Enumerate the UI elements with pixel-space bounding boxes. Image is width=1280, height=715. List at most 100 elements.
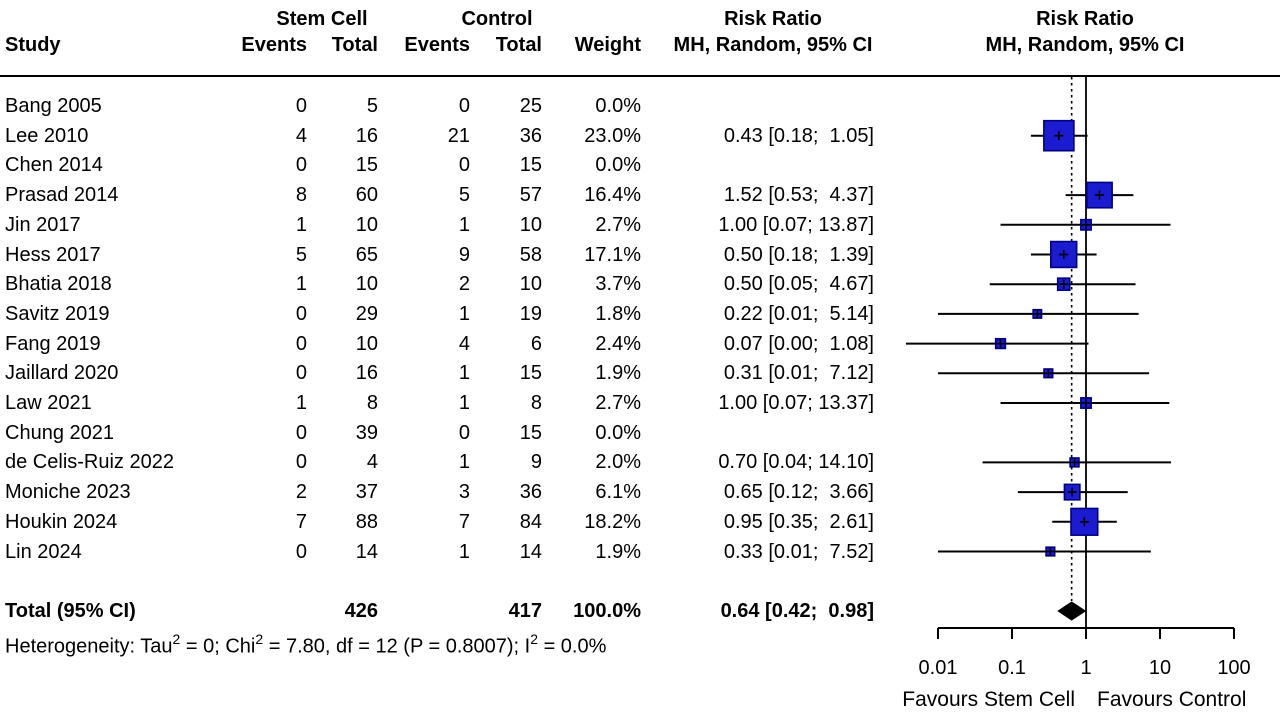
rr-column-header-line1: Risk Ratio [724, 8, 822, 30]
control-events: 3 [458, 481, 470, 504]
study-row: Savitz 2019 0 29 1 19 1.8% 0.22 [0.01; 5.14] [0, 299, 900, 329]
control-total: 10 [519, 273, 542, 296]
study-name: Moniche 2023 [5, 481, 131, 504]
weight-value: 2.0% [595, 451, 641, 474]
study-name: Law 2021 [5, 392, 92, 414]
weight-value: 0.0% [595, 154, 641, 177]
rr-ci-text: 0.95 [0.35; 2.61] [723, 510, 874, 533]
study-name: Fang 2019 [5, 332, 101, 355]
study-name: Bang 2005 [5, 95, 102, 117]
weight-value: 1.8% [595, 302, 641, 325]
control-total: 36 [519, 124, 542, 147]
stem-cell-events: 1 [295, 213, 307, 236]
stem-cell-total: 60 [355, 184, 378, 207]
total2-column-header: Total [495, 34, 542, 56]
weight-square [1069, 457, 1080, 468]
weight-value: 6.1% [595, 481, 641, 504]
weight-square [1049, 240, 1078, 269]
weight-value: 2.4% [595, 332, 641, 355]
control-events: 1 [458, 392, 470, 414]
superscript: 2 [172, 631, 181, 647]
weight-square [994, 337, 1007, 350]
study-row: Jaillard 2020 0 16 1 15 1.9% 0.31 [0.01; 7.12] [0, 358, 900, 388]
control-events: 1 [458, 362, 470, 385]
stem-cell-events: 0 [295, 332, 307, 355]
weight-square [1056, 277, 1071, 292]
control-total: 15 [519, 421, 542, 444]
rr-plot-header-line1: Risk Ratio [1036, 8, 1134, 30]
superscript: 2 [255, 631, 264, 647]
axis-tick-label: 10 [1148, 657, 1172, 679]
study-row: Chen 2014 0 15 0 15 0.0% [0, 150, 900, 180]
stem-cell-total: 15 [355, 154, 378, 177]
weight-value: 0.0% [595, 421, 641, 444]
rr-plot-header-line2: MH, Random, 95% CI [985, 34, 1185, 56]
study-column-header: Study [5, 34, 61, 56]
study-row: Law 2021 1 8 1 8 2.7% 1.00 [0.07; 13.37] [0, 388, 900, 418]
rr-ci-text: 1.00 [0.07; 13.37] [718, 392, 874, 414]
stem-cell-total: 29 [355, 302, 378, 325]
stem-cell-total: 16 [355, 362, 378, 385]
axis-tick-label: 100 [1217, 657, 1251, 679]
control-total: 84 [519, 510, 542, 533]
study-name: Prasad 2014 [5, 184, 119, 207]
weight-value: 2.7% [595, 392, 641, 414]
control-total: 10 [519, 213, 542, 236]
weight-square [1080, 218, 1092, 231]
weight-value: 23.0% [584, 124, 641, 147]
events1-column-header: Events [241, 34, 307, 56]
study-row: Jin 2017 1 10 1 10 2.7% 1.00 [0.07; 13.87] [0, 210, 900, 240]
total-n-stem-cell: 426 [344, 600, 378, 622]
rr-ci-text: 0.22 [0.01; 5.14] [723, 302, 874, 325]
control-events: 9 [458, 243, 470, 266]
control-total: 15 [519, 362, 542, 385]
study-name: Chen 2014 [5, 154, 103, 177]
stem-cell-total: 14 [355, 540, 378, 563]
rr-ci-text: 0.07 [0.00; 1.08] [723, 332, 874, 355]
group-header-stem-cell: Stem Cell [276, 8, 368, 30]
rr-ci-text: 0.33 [0.01; 7.52] [723, 540, 874, 563]
weight-value: 0.0% [595, 95, 641, 117]
stem-cell-total: 8 [366, 392, 378, 414]
total-rr-ci: 0.64 [0.42; 0.98] [720, 600, 874, 622]
control-total: 9 [530, 451, 542, 474]
favours-right-label: Favours Control [1097, 688, 1247, 711]
axis-tick-label: 1 [1080, 657, 1092, 679]
pooled-diamond [1057, 601, 1087, 621]
study-row: Lin 2024 0 14 1 14 1.9% 0.33 [0.01; 7.52] [0, 537, 900, 567]
study-row: Chung 2021 0 39 0 15 0.0% [0, 418, 900, 448]
stem-cell-events: 4 [295, 124, 307, 147]
study-row: Houkin 2024 7 88 7 84 18.2% 0.95 [0.35; 2.61] [0, 507, 900, 537]
stem-cell-events: 8 [295, 184, 307, 207]
favours-left-label: Favours Stem Cell [902, 688, 1075, 711]
rr-ci-text: 0.43 [0.18; 1.05] [723, 124, 874, 147]
rr-ci-text: 1.00 [0.07; 13.87] [718, 213, 874, 236]
control-total: 6 [530, 332, 542, 355]
control-events: 4 [458, 332, 470, 355]
study-name: Bhatia 2018 [5, 273, 112, 296]
control-total: 14 [519, 540, 542, 563]
control-total: 36 [519, 481, 542, 504]
stem-cell-total: 37 [355, 481, 378, 504]
control-total: 57 [519, 184, 542, 207]
control-events: 2 [458, 273, 470, 296]
stem-cell-total: 4 [366, 451, 378, 474]
total-weight: 100.0% [573, 600, 641, 622]
axis-tick-label: 0.1 [998, 657, 1026, 679]
weight-square [1085, 181, 1113, 209]
stem-cell-total: 16 [355, 124, 378, 147]
stem-cell-total: 65 [355, 243, 378, 266]
axis-tick-label: 0.01 [918, 657, 958, 679]
weight-value: 1.9% [595, 362, 641, 385]
study-row: Hess 2017 5 65 9 58 17.1% 0.50 [0.18; 1.39] [0, 240, 900, 270]
control-events: 1 [458, 302, 470, 325]
weight-square [1043, 119, 1075, 152]
weight-value: 18.2% [584, 510, 641, 533]
stem-cell-events: 0 [295, 302, 307, 325]
weight-square [1045, 546, 1056, 557]
weight-value: 1.9% [595, 540, 641, 563]
header-rule [0, 75, 1280, 77]
control-events: 7 [458, 510, 470, 533]
weight-column-header: Weight [574, 34, 641, 56]
stem-cell-events: 1 [295, 273, 307, 296]
